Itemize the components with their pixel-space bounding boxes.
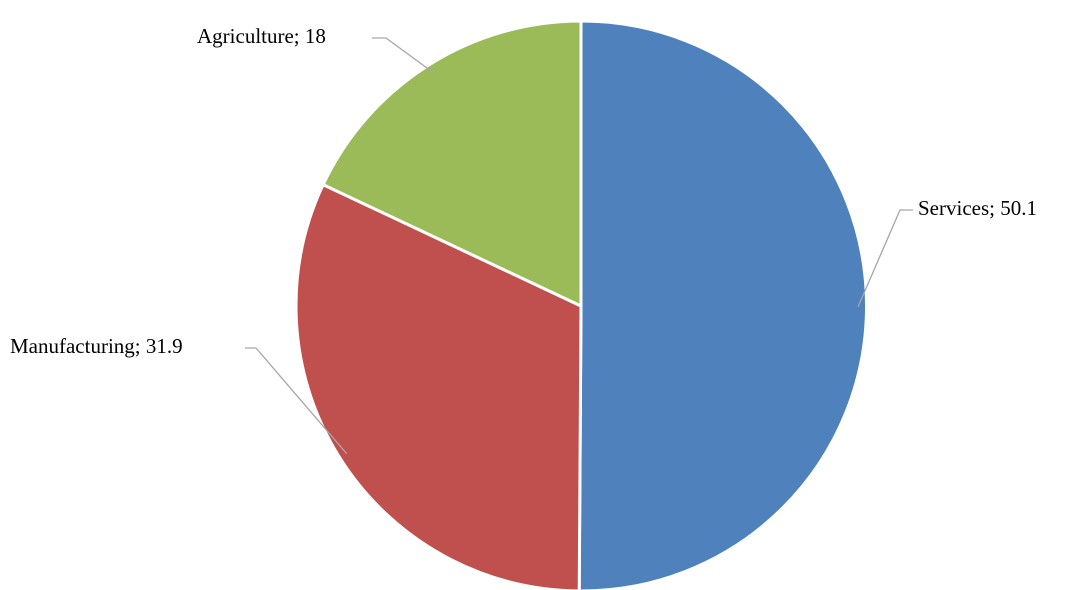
slices-layer <box>294 19 869 590</box>
leader-line-services <box>857 209 913 308</box>
data-label-services: Services; 50.1 <box>918 196 1037 220</box>
pie-slice-services <box>577 19 869 590</box>
leader-lines-layer <box>245 37 913 455</box>
leader-line-agriculture <box>372 37 433 73</box>
pie-slice-agriculture <box>321 19 583 309</box>
data-labels-layer: Services; 50.1 Manufacturing; 31.9 Agric… <box>10 24 1037 358</box>
data-label-manufacturing: Manufacturing; 31.9 <box>10 334 183 358</box>
data-label-agriculture: Agriculture; 18 <box>197 24 326 48</box>
pie-slice-manufacturing <box>294 182 583 590</box>
leader-line-manufacturing <box>245 347 348 455</box>
